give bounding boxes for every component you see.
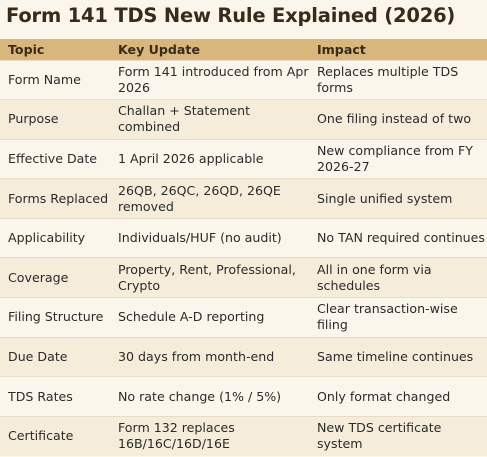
table-body: Form Name Form 141 introduced from Apr 2…	[0, 59, 487, 456]
cell-topic: Coverage	[0, 257, 113, 298]
cell-update: 26QB, 26QC, 26QD, 26QE removed	[113, 178, 312, 219]
header-topic: Topic	[0, 39, 113, 60]
cell-impact: One filing instead of two	[312, 99, 487, 140]
table-row: Forms Replaced 26QB, 26QC, 26QD, 26QE re…	[0, 178, 487, 219]
cell-update: 30 days from month-end	[113, 336, 312, 377]
table-row: Purpose Challan + Statement combined One…	[0, 99, 487, 140]
cell-update: Form 132 replaces 16B/16C/16D/16E	[113, 415, 312, 456]
rules-table: Topic Key Update Impact Form Name Form 1…	[0, 39, 487, 456]
table-row: Due Date 30 days from month-end Same tim…	[0, 336, 487, 377]
table-row: TDS Rates No rate change (1% / 5%) Only …	[0, 376, 487, 417]
table-row: Applicability Individuals/HUF (no audit)…	[0, 217, 487, 258]
cell-update: Schedule A-D reporting	[113, 297, 312, 338]
cell-topic: TDS Rates	[0, 376, 113, 417]
cell-impact: New compliance from FY 2026-27	[312, 138, 487, 179]
cell-update: No rate change (1% / 5%)	[113, 376, 312, 417]
table-row: Effective Date 1 April 2026 applicable N…	[0, 138, 487, 179]
header-key-update: Key Update	[113, 39, 312, 60]
cell-impact: Single unified system	[312, 178, 487, 219]
cell-impact: No TAN required continues	[312, 217, 487, 258]
cell-impact: Same timeline continues	[312, 336, 487, 377]
cell-topic: Form Name	[0, 59, 113, 100]
cell-impact: Replaces multiple TDS forms	[312, 59, 487, 100]
table-row: Form Name Form 141 introduced from Apr 2…	[0, 59, 487, 100]
cell-impact: New TDS certificate system	[312, 415, 487, 456]
cell-topic: Filing Structure	[0, 297, 113, 338]
header-impact: Impact	[312, 39, 487, 60]
header-row: Topic Key Update Impact	[0, 39, 487, 60]
cell-topic: Purpose	[0, 99, 113, 140]
table-row: Certificate Form 132 replaces 16B/16C/16…	[0, 415, 487, 456]
cell-topic: Effective Date	[0, 138, 113, 179]
page-title: Form 141 TDS New Rule Explained (2026)	[6, 4, 456, 27]
table-header: Topic Key Update Impact	[0, 39, 487, 60]
table-row: Filing Structure Schedule A-D reporting …	[0, 297, 487, 338]
cell-topic: Due Date	[0, 336, 113, 377]
cell-impact: Only format changed	[312, 376, 487, 417]
cell-topic: Applicability	[0, 217, 113, 258]
cell-topic: Forms Replaced	[0, 178, 113, 219]
cell-update: Form 141 introduced from Apr 2026	[113, 59, 312, 100]
cell-impact: Clear transaction-wise filing	[312, 297, 487, 338]
cell-update: Challan + Statement combined	[113, 99, 312, 140]
table-row: Coverage Property, Rent, Professional, C…	[0, 257, 487, 298]
cell-update: 1 April 2026 applicable	[113, 138, 312, 179]
cell-impact: All in one form via schedules	[312, 257, 487, 298]
cell-update: Property, Rent, Professional, Crypto	[113, 257, 312, 298]
cell-topic: Certificate	[0, 415, 113, 456]
cell-update: Individuals/HUF (no audit)	[113, 217, 312, 258]
